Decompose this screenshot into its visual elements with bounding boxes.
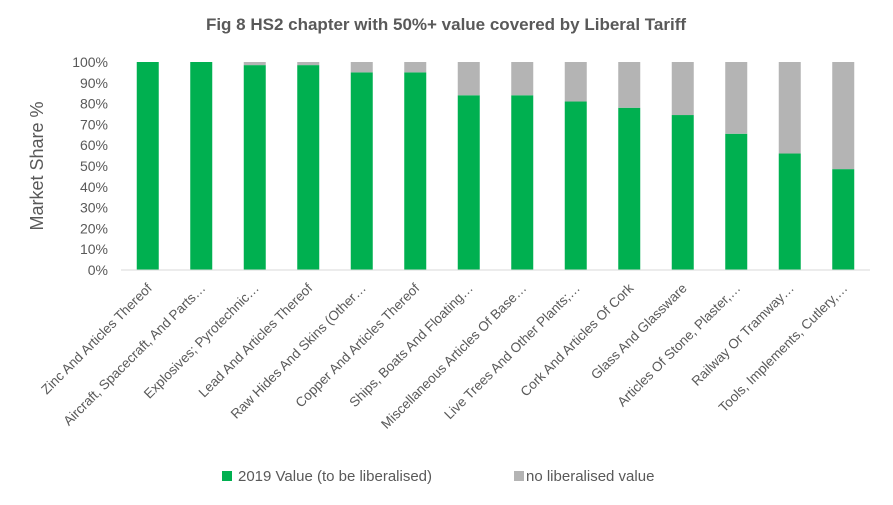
y-tick-label: 0% [88, 262, 108, 278]
bar-no-liberalised-value-8 [511, 62, 534, 96]
bar-2019-value-to-be-liberalised-14 [832, 169, 855, 270]
y-axis-ticks: 0% 10% 20% 30% 40% 50% 60% 70% 80% 90% 100% [72, 54, 108, 278]
bar-2019-value-to-be-liberalised-10 [618, 107, 641, 270]
x-tick-label: Zinc And Articles Thereof [38, 280, 155, 397]
chart-title: Fig 8 HS2 chapter with 50%+ value covere… [206, 15, 686, 34]
y-tick-label: 20% [80, 220, 108, 236]
bar-no-liberalised-value-14 [832, 62, 855, 170]
legend-swatch-no-liberalised-value [514, 471, 524, 481]
bar-no-liberalised-value-4 [297, 62, 320, 66]
bar-no-liberalised-value-7 [457, 62, 480, 96]
bar-2019-value-to-be-liberalised-5 [350, 72, 373, 271]
bar-no-liberalised-value-13 [778, 62, 801, 154]
bar-no-liberalised-value-12 [725, 62, 748, 134]
x-tick-label: Glass And Glassware [588, 281, 690, 383]
bar-2019-value-to-be-liberalised-8 [511, 95, 534, 270]
bar-2019-value-to-be-liberalised-1 [136, 62, 159, 270]
bar-no-liberalised-value-3 [243, 62, 266, 66]
y-tick-label: 50% [80, 158, 108, 174]
bar-2019-value-to-be-liberalised-9 [564, 101, 587, 271]
x-tick-label: Railway Or Tramway… [689, 281, 797, 389]
y-tick-label: 40% [80, 179, 108, 195]
legend-label-2019-value: 2019 Value (to be liberalised) [238, 468, 432, 485]
legend-label-no-liberalised-value: no liberalised value [526, 468, 654, 485]
bars-group [136, 62, 855, 271]
y-axis-label: Market Share % [27, 101, 47, 230]
y-tick-label: 90% [80, 75, 108, 91]
y-tick-label: 80% [80, 96, 108, 112]
bar-no-liberalised-value-5 [350, 62, 373, 73]
bar-2019-value-to-be-liberalised-6 [404, 72, 427, 271]
bar-2019-value-to-be-liberalised-11 [671, 115, 694, 270]
bar-no-liberalised-value-9 [564, 62, 587, 102]
y-tick-label: 70% [80, 116, 108, 132]
y-tick-label: 30% [80, 200, 108, 216]
y-tick-label: 10% [80, 241, 108, 257]
y-tick-label: 100% [72, 54, 108, 70]
bar-no-liberalised-value-6 [404, 62, 427, 73]
bar-2019-value-to-be-liberalised-4 [297, 65, 320, 271]
bar-no-liberalised-value-11 [671, 62, 694, 116]
legend: 2019 Value (to be liberalised) no libera… [222, 468, 654, 485]
bar-2019-value-to-be-liberalised-12 [725, 133, 748, 270]
bar-2019-value-to-be-liberalised-7 [457, 95, 480, 270]
y-tick-label: 60% [80, 137, 108, 153]
bar-2019-value-to-be-liberalised-2 [190, 62, 213, 270]
legend-swatch-2019-value [222, 471, 232, 481]
bar-2019-value-to-be-liberalised-13 [778, 153, 801, 270]
bar-no-liberalised-value-10 [618, 62, 641, 108]
bar-2019-value-to-be-liberalised-3 [243, 65, 266, 271]
